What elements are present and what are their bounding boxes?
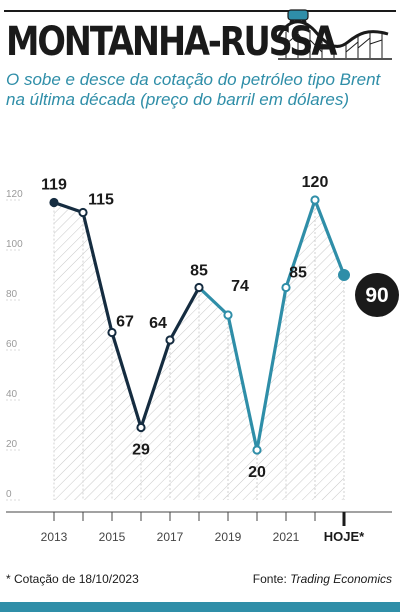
y-tick-label: 0 (6, 489, 12, 500)
x-tick-label: 2013 (41, 530, 68, 544)
data-point (338, 269, 350, 281)
data-label: 20 (248, 464, 266, 481)
data-point (165, 335, 175, 345)
x-tick-label: 2021 (273, 530, 300, 544)
data-label: 85 (289, 265, 307, 282)
data-label: 29 (132, 442, 150, 459)
data-label-current: 90 (365, 284, 388, 307)
y-tick-label: 80 (6, 289, 18, 300)
data-label: 85 (190, 263, 208, 280)
data-point (78, 207, 88, 218)
bottom-accent-bar (0, 602, 400, 612)
footnote: * Cotação de 18/10/2023 (6, 572, 139, 586)
data-point (281, 282, 291, 293)
data-label: 74 (231, 278, 249, 295)
data-point (194, 282, 204, 293)
x-tick-label: 2017 (157, 530, 184, 544)
data-point (310, 195, 320, 205)
data-point (107, 327, 117, 338)
source-name: Trading Economics (290, 572, 392, 586)
top-rule (4, 10, 396, 12)
y-tick-label: 100 (6, 239, 23, 250)
source-credit: Fonte: Trading Economics (253, 572, 392, 586)
area-hatch (54, 200, 344, 500)
data-label: 67 (116, 314, 134, 331)
source-label: Fonte: (252, 572, 287, 586)
data-point (223, 310, 233, 320)
current-value-badge (355, 273, 399, 317)
x-tick-label: 2015 (99, 530, 126, 544)
y-tick-label: 20 (6, 439, 18, 450)
y-tick-label: 120 (6, 189, 23, 200)
x-tick-label: 2019 (215, 530, 242, 544)
data-label: 115 (88, 192, 114, 209)
page-title: MONTANHA-RUSSA (6, 19, 337, 65)
price-line-light (200, 198, 346, 452)
data-label: 120 (302, 174, 329, 191)
data-label: 64 (149, 315, 167, 332)
roller-coaster-icon (276, 9, 392, 60)
data-point (252, 445, 262, 455)
x-tick-label: HOJE* (324, 529, 365, 544)
data-point (136, 422, 146, 433)
brent-price-chart: 0 20 40 60 80 100 120 2013 2015 2017 2019 2021 HOJE*… (6, 174, 399, 544)
page-subtitle: O sobe e desce da cotação do petróleo ti… (6, 70, 381, 109)
y-tick-label: 60 (6, 339, 18, 350)
data-point (49, 197, 59, 208)
y-tick-label: 40 (6, 389, 18, 400)
data-label: 119 (41, 177, 67, 194)
